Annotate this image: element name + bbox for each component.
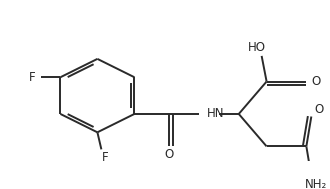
Text: O: O [165,148,174,161]
Text: HN: HN [207,108,224,120]
Text: F: F [29,71,36,84]
Text: NH₂: NH₂ [305,178,327,189]
Text: O: O [315,103,324,116]
Text: HO: HO [248,41,266,54]
Text: O: O [312,75,321,88]
Text: F: F [102,151,109,164]
